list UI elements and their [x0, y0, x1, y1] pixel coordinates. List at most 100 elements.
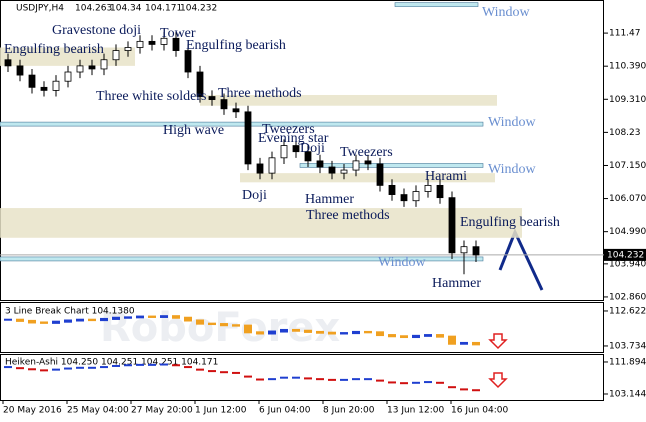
line-break-block — [316, 330, 324, 334]
line-break-block — [160, 315, 168, 318]
line-break-block — [376, 331, 384, 337]
line-break-block — [40, 321, 48, 324]
candle-body — [4, 59, 12, 67]
y-tick-label: 103.734 — [609, 341, 646, 351]
x-tick-label: 8 Jun 20:00 — [323, 406, 375, 416]
ha-bar — [184, 366, 192, 369]
line-break-block — [412, 334, 420, 339]
candle-body — [244, 111, 252, 165]
y-tick-label: 109.310 — [609, 95, 646, 105]
candle-body — [232, 108, 240, 113]
candle-body — [448, 197, 456, 254]
ha-bar — [424, 381, 432, 384]
candle-body — [388, 184, 396, 195]
candle-body — [208, 96, 216, 100]
ha-bar — [148, 363, 156, 366]
ohlc-value: 104.263 — [75, 4, 112, 14]
line-break-block — [100, 317, 108, 322]
ohlc-value: 104.34 — [110, 4, 142, 14]
candle-body — [148, 40, 156, 45]
ha-bar — [388, 381, 396, 384]
candle-body — [256, 163, 264, 174]
arrow — [488, 333, 508, 350]
line-break-block — [208, 322, 216, 326]
ha-bar — [64, 367, 72, 370]
ha-bar — [436, 381, 444, 384]
pattern-label: Three methods — [306, 208, 390, 223]
candle-body — [124, 47, 132, 51]
ha-bar — [220, 371, 228, 374]
candle-body — [76, 65, 84, 73]
window-label: Window — [488, 115, 537, 130]
line-break-block — [136, 315, 144, 319]
candle-body — [340, 169, 348, 174]
line-break-block — [16, 318, 24, 322]
pattern-label: Hammer — [305, 192, 354, 207]
ha-bar — [460, 388, 468, 391]
zone — [200, 94, 497, 106]
ha-bar — [448, 386, 456, 389]
ha-bar — [40, 369, 48, 372]
ha-bar — [364, 378, 372, 381]
ha-bar — [196, 368, 204, 371]
y-tick-label: 102.860 — [609, 292, 646, 302]
candle-body — [328, 166, 336, 174]
candle-body — [364, 160, 372, 165]
line-break-block — [172, 315, 180, 319]
line-break-block — [328, 331, 336, 335]
pattern-label: Gravestone doji — [52, 23, 141, 38]
line-break-block — [76, 318, 84, 322]
candle-body — [436, 184, 444, 199]
candle-body — [100, 59, 108, 70]
line-break-block — [256, 331, 264, 335]
panel-title: Heiken-Ashi 104.250 104.251 104.251 104.… — [5, 358, 218, 368]
pattern-label: Harami — [425, 169, 467, 184]
candle-body — [220, 99, 228, 110]
line-break-block — [196, 319, 204, 325]
candle-body — [88, 65, 96, 70]
ha-bar — [28, 368, 36, 371]
pattern-label: Engulfing bearish — [4, 42, 104, 57]
x-tick-label: 16 Jun 04:00 — [451, 406, 508, 416]
pattern-label: High wave — [163, 123, 224, 138]
window — [394, 2, 479, 7]
window-label: Window — [488, 162, 537, 177]
price-label: 104.232 — [607, 250, 644, 260]
ha-bar — [232, 371, 240, 374]
line-break-block — [388, 334, 396, 338]
line-break-block — [124, 316, 132, 319]
panel-frame — [0, 354, 604, 401]
line-break-block — [28, 319, 36, 324]
candle-body — [196, 71, 204, 97]
ha-bar — [160, 363, 168, 366]
ha-bar — [376, 379, 384, 382]
line-break-block — [268, 330, 276, 335]
ha-bar — [316, 378, 324, 381]
y-tick-label: 103.144 — [609, 389, 646, 399]
panel-frame — [0, 302, 604, 353]
pattern-label: Three methods — [218, 86, 302, 101]
candle-body — [460, 246, 468, 254]
window-label: Window — [482, 5, 531, 20]
line-break-block — [340, 332, 348, 335]
pattern-label: Engulfing bearish — [460, 215, 560, 230]
ha-bar — [400, 382, 408, 385]
candle-body — [112, 50, 120, 61]
line-break-block — [148, 315, 156, 318]
pattern-label: Three white solders — [96, 89, 206, 104]
line-break-block — [112, 316, 120, 320]
symbol: USDJPY,H4 — [16, 4, 64, 14]
ha-bar — [340, 378, 348, 381]
line-break-block — [244, 324, 252, 334]
line-break-block — [184, 316, 192, 322]
pattern-label: Doji — [300, 141, 325, 156]
price-box — [604, 248, 646, 261]
ha-bar — [256, 378, 264, 381]
line-break-block — [88, 318, 96, 322]
y-tick-label: 104.990 — [609, 227, 646, 237]
ha-bar — [292, 376, 300, 379]
line-break-block — [364, 330, 372, 334]
ha-bar — [280, 376, 288, 379]
ha-bar — [88, 366, 96, 369]
x-tick-label: 25 May 04:00 — [67, 406, 129, 416]
